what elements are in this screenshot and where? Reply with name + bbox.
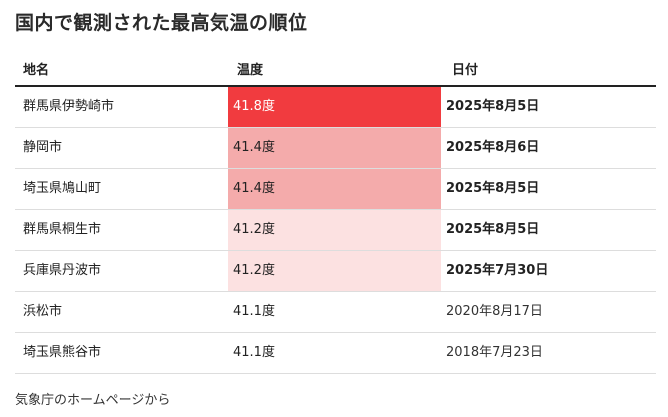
table-row: 浜松市 41.1度 2020年8月17日 [15,292,656,333]
table-row: 静岡市 41.4度 2025年8月6日 [15,128,656,169]
date-cell: 2025年8月5日 [446,181,540,196]
table-header-row: 地名 温度 日付 [15,50,656,87]
table-row: 兵庫県丹波市 41.2度 2025年7月30日 [15,251,656,292]
header-temperature: 温度 [237,63,264,78]
header-date: 日付 [452,63,479,78]
temperature-cell: 41.4度 [228,128,441,168]
place-cell: 埼玉県熊谷市 [23,345,102,360]
place-cell: 浜松市 [23,304,63,319]
source-note: 気象庁のホームページから [15,393,171,408]
temperature-cell: 41.2度 [228,210,441,250]
table-row: 埼玉県熊谷市 41.1度 2018年7月23日 [15,333,656,374]
temperature-cell: 41.4度 [228,169,441,209]
date-cell: 2025年7月30日 [446,263,549,278]
date-cell: 2020年8月17日 [446,304,543,319]
date-cell: 2025年8月5日 [446,99,540,114]
temperature-cell: 41.8度 [228,87,441,127]
temperature-cell: 41.1度 [228,292,441,332]
header-place: 地名 [23,63,50,78]
place-cell: 静岡市 [23,140,63,155]
date-cell: 2018年7月23日 [446,345,543,360]
place-cell: 群馬県伊勢崎市 [23,99,115,114]
page-title: 国内で観測された最高気温の順位 [15,12,308,34]
temperature-cell: 41.1度 [228,333,441,373]
place-cell: 埼玉県鳩山町 [23,181,102,196]
place-cell: 兵庫県丹波市 [23,263,102,278]
temperature-cell: 41.2度 [228,251,441,291]
table-row: 群馬県伊勢崎市 41.8度 2025年8月5日 [15,87,656,128]
date-cell: 2025年8月5日 [446,222,540,237]
date-cell: 2025年8月6日 [446,140,540,155]
place-cell: 群馬県桐生市 [23,222,102,237]
temperature-ranking-table: 地名 温度 日付 群馬県伊勢崎市 41.8度 2025年8月5日 静岡市 41.… [15,50,656,374]
table-row: 群馬県桐生市 41.2度 2025年8月5日 [15,210,656,251]
table-row: 埼玉県鳩山町 41.4度 2025年8月5日 [15,169,656,210]
